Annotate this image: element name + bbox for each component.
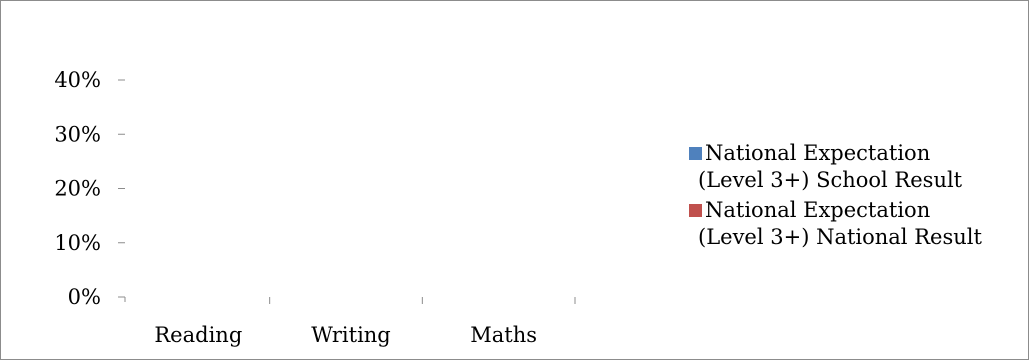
legend-swatch <box>689 147 702 160</box>
legend-label: (Level 3+) National Result <box>698 225 982 249</box>
x-tick-label: Writing <box>311 323 391 347</box>
y-axis: 0% 10% 20% 30% 40% <box>54 68 126 309</box>
x-axis: Reading Writing Maths <box>154 297 576 347</box>
legend-label: National Expectation <box>705 198 930 222</box>
legend-swatch <box>689 204 702 217</box>
y-tick-label: 20% <box>54 177 101 201</box>
x-tick-label: Reading <box>154 323 242 347</box>
legend-label: (Level 3+) School Result <box>698 168 963 192</box>
y-tick-label: 10% <box>54 231 101 255</box>
y-tick-label: 30% <box>54 122 101 146</box>
y-tick-label: 0% <box>68 285 101 309</box>
legend: National Expectation (Level 3+) School Re… <box>689 141 982 249</box>
legend-label: National Expectation <box>705 141 930 165</box>
y-tick-label: 40% <box>54 68 101 92</box>
x-tick-label: Maths <box>470 323 537 347</box>
